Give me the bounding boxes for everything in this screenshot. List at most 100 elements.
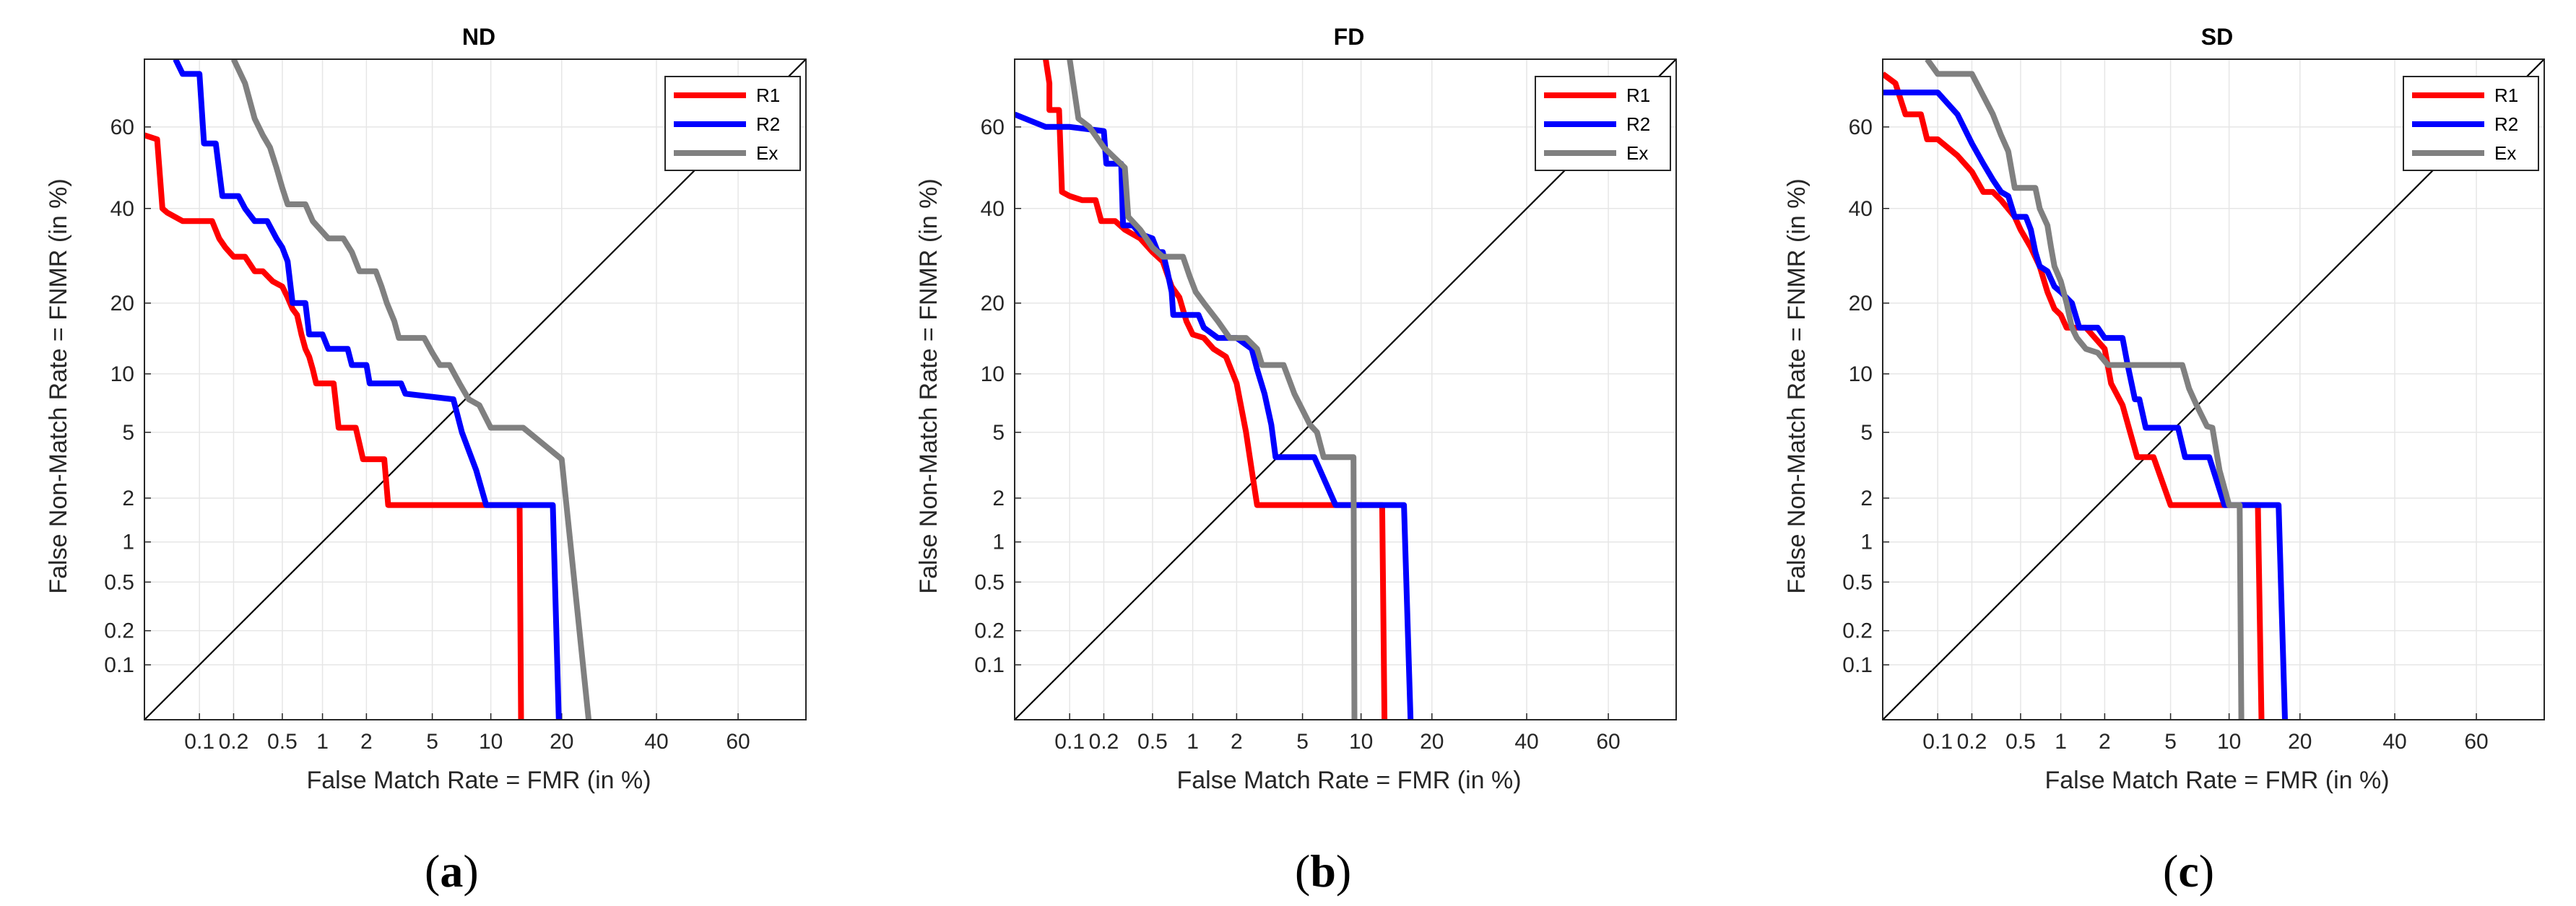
axes-box: [1882, 58, 2545, 720]
axes-box: [144, 58, 807, 720]
x-tick-label: 2: [360, 730, 373, 754]
y-tick-label: 40: [981, 197, 1005, 221]
panel-caption: (a): [425, 845, 479, 897]
legend-label-r2: R2: [1626, 113, 1650, 135]
y-axis-label: False Non-Match Rate = FNMR (in %): [45, 178, 72, 593]
legend-label-r1: R1: [2494, 84, 2518, 106]
y-tick-label: 20: [1849, 292, 1873, 315]
x-tick-label: 0.5: [1137, 730, 1168, 754]
x-tick-label: 1: [316, 730, 329, 754]
axes-box: [1014, 58, 1677, 720]
x-tick-label: 0.5: [267, 730, 298, 754]
y-tick-label: 0.1: [974, 653, 1005, 677]
y-axis-label: False Non-Match Rate = FNMR (in %): [915, 178, 942, 593]
y-axis-label: False Non-Match Rate = FNMR (in %): [1783, 178, 1810, 593]
x-tick-label: 20: [2288, 730, 2312, 754]
det-panel-sd: SD False Match Rate = FMR (in %) False N…: [1783, 24, 2545, 897]
legend-label-r1: R1: [1626, 84, 1650, 106]
y-tick-label: 5: [122, 421, 134, 445]
x-tick-label: 1: [1187, 730, 1199, 754]
x-tick-label: 0.1: [184, 730, 214, 754]
x-tick-label: 5: [426, 730, 438, 754]
y-tick-label: 1: [992, 531, 1005, 554]
series-line-r2: [1015, 111, 1414, 720]
legend-label-ex: Ex: [756, 142, 778, 164]
y-tick-label: 0.2: [1842, 619, 1873, 643]
plot-area: 0.1 0.2 0.5 1 2 5 10 20 40 600.10.20.512510204060…: [104, 58, 807, 754]
x-tick-label: 60: [2464, 730, 2488, 754]
x-tick-label: 40: [2382, 730, 2406, 754]
y-tick-label: 2: [1860, 487, 1873, 510]
panel-caption: (b): [1295, 845, 1351, 897]
x-tick-label: 60: [726, 730, 750, 754]
caption-letter: a: [440, 845, 463, 897]
legend: R1 R2 Ex: [1535, 76, 1671, 171]
x-tick-label: 20: [550, 730, 573, 754]
x-tick-label: 10: [1349, 730, 1373, 754]
y-tick-label: 0.5: [1842, 570, 1873, 594]
series-line-ex: [1925, 59, 2245, 720]
legend-label-r1: R1: [756, 84, 780, 106]
legend: R1 R2 Ex: [2403, 76, 2539, 171]
y-tick-label: 2: [122, 487, 134, 510]
y-tick-label: 2: [992, 487, 1005, 510]
x-tick-label: 5: [2164, 730, 2177, 754]
x-tick-label: 0.1: [1922, 730, 1953, 754]
legend-label-r2: R2: [2494, 113, 2518, 135]
x-tick-label: 10: [479, 730, 503, 754]
caption-letter: b: [1310, 845, 1336, 897]
y-tick-label: 40: [110, 197, 134, 221]
legend-label-ex: Ex: [1626, 142, 1648, 164]
x-tick-label: 5: [1296, 730, 1309, 754]
x-tick-label: 0.2: [1089, 730, 1119, 754]
y-tick-label: 0.1: [104, 653, 134, 677]
y-tick-label: 5: [992, 421, 1005, 445]
caption-close: ): [463, 845, 478, 897]
caption-open: (: [1295, 845, 1310, 897]
legend-label-r2: R2: [756, 113, 780, 135]
caption-close: ): [2199, 845, 2214, 897]
x-tick-label: 0.2: [219, 730, 249, 754]
x-tick-label: 10: [2217, 730, 2241, 754]
caption-open: (: [2163, 845, 2178, 897]
caption-letter: c: [2178, 845, 2198, 897]
y-tick-label: 10: [981, 362, 1005, 386]
plot-area: 0.1 0.2 0.5 1 2 5 10 20 40 600.10.20.512510204060…: [974, 58, 1677, 754]
caption-open: (: [425, 845, 440, 897]
x-tick-label: 2: [2099, 730, 2111, 754]
x-tick-label: 1: [2055, 730, 2067, 754]
x-tick-label: 0.2: [1957, 730, 1987, 754]
y-tick-label: 20: [110, 292, 134, 315]
panel-title: SD: [2201, 24, 2233, 50]
y-tick-label: 0.5: [104, 570, 134, 594]
legend-label-ex: Ex: [2494, 142, 2516, 164]
y-tick-label: 60: [981, 116, 1005, 139]
legend: R1 R2 Ex: [664, 76, 801, 171]
series-line-ex: [230, 59, 592, 720]
y-tick-label: 10: [110, 362, 134, 386]
y-tick-label: 60: [1849, 116, 1873, 139]
y-tick-label: 5: [1860, 421, 1873, 445]
plot-area: 0.1 0.2 0.5 1 2 5 10 20 40 600.10.20.512510204060…: [1842, 58, 2545, 754]
y-tick-label: 0.2: [974, 619, 1005, 643]
x-axis-label: False Match Rate = FMR (in %): [306, 767, 651, 794]
series-line-r2: [173, 59, 562, 720]
y-tick-label: 60: [110, 116, 134, 139]
series-line-ex: [1067, 59, 1358, 720]
panel-caption: (c): [2163, 845, 2214, 897]
panel-title: ND: [462, 24, 495, 50]
x-axis-label: False Match Rate = FMR (in %): [1176, 767, 1521, 794]
det-panel-fd: FD False Match Rate = FMR (in %) False N…: [915, 24, 1677, 897]
x-tick-label: 40: [1514, 730, 1538, 754]
y-tick-label: 1: [122, 531, 134, 554]
y-tick-label: 0.5: [974, 570, 1005, 594]
x-tick-label: 2: [1231, 730, 1243, 754]
y-tick-label: 0.1: [1842, 653, 1873, 677]
y-tick-label: 0.2: [104, 619, 134, 643]
caption-close: ): [1336, 845, 1351, 897]
x-axis-label: False Match Rate = FMR (in %): [2044, 767, 2389, 794]
x-tick-label: 20: [1420, 730, 1444, 754]
det-panel-nd: ND False Match Rate = FMR (in %) False N…: [45, 24, 807, 897]
series-line-r1: [144, 132, 524, 720]
